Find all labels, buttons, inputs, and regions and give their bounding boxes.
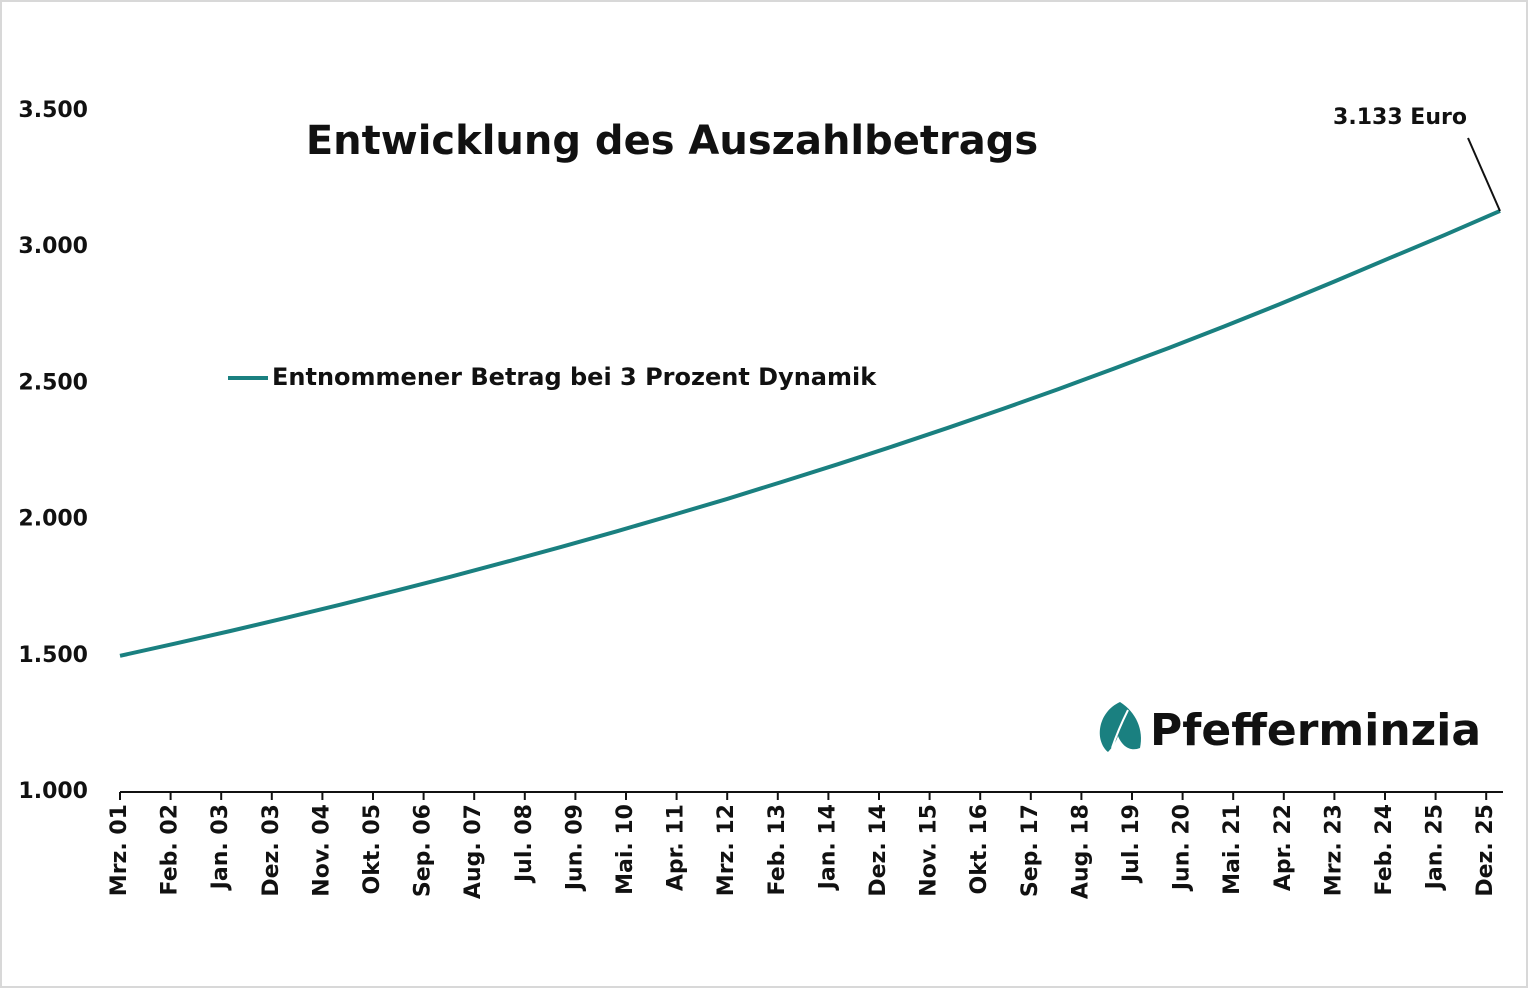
x-tick-label: Feb. 24: [1372, 804, 1397, 895]
x-tick-label: Aug. 07: [461, 804, 486, 899]
y-tick-label: 2.000: [18, 507, 88, 532]
x-tick-label: Mrz. 01: [107, 804, 132, 896]
logo: Pfefferminzia: [1099, 702, 1481, 756]
chart-title: Entwicklung des Auszahlbetrags: [306, 118, 1038, 164]
x-tick-label: Dez. 14: [866, 804, 891, 897]
annotation: 3.133 Euro: [1333, 105, 1467, 130]
x-tick-label: Jul. 08: [512, 804, 537, 884]
y-tick-label: 1.000: [18, 779, 88, 804]
y-tick-label: 1.500: [18, 643, 88, 668]
annotation-leader: [1467, 137, 1501, 212]
x-tick-label: Jan. 14: [815, 804, 840, 891]
x-tick-label: Dez. 03: [259, 804, 284, 897]
x-tick-label: Sep. 06: [411, 804, 436, 897]
x-tick-label: Mai. 21: [1220, 804, 1245, 895]
x-tick-label: Mrz. 23: [1321, 804, 1346, 896]
x-tick-label: Jan. 03: [208, 804, 233, 891]
x-tick-label: Dez. 25: [1473, 804, 1498, 897]
x-tick-label: Jun. 20: [1170, 804, 1195, 892]
x-tick-label: Nov. 15: [917, 804, 942, 897]
x-tick-label: Apr. 22: [1271, 804, 1296, 891]
x-tick-label: Jan. 25: [1423, 804, 1448, 891]
logo-vein: [1111, 709, 1129, 749]
x-tick-label: Jun. 09: [562, 804, 587, 892]
y-tick-label: 3.000: [18, 234, 88, 259]
x-tick-label: Feb. 13: [765, 804, 790, 895]
y-tick-label: 2.500: [18, 370, 88, 395]
x-tick-label: Mrz. 12: [714, 804, 739, 896]
x-tick-label: Okt. 16: [967, 804, 992, 894]
x-tick-label: Jul. 19: [1119, 804, 1144, 884]
logo-text: Pfefferminzia: [1150, 705, 1481, 756]
x-tick-label: Mai. 10: [613, 804, 638, 895]
x-tick-label: Feb. 02: [158, 804, 183, 895]
legend-label: Entnommener Betrag bei 3 Prozent Dynamik: [272, 363, 877, 391]
x-tick-label: Sep. 17: [1018, 804, 1043, 897]
y-tick-label: 3.500: [18, 98, 88, 123]
x-tick-label: Apr. 11: [664, 804, 689, 891]
data-line: [119, 209, 1501, 658]
x-tick-label: Nov. 04: [309, 804, 334, 897]
x-tick-label: Aug. 18: [1068, 804, 1093, 899]
x-tick-label: Okt. 05: [360, 804, 385, 894]
